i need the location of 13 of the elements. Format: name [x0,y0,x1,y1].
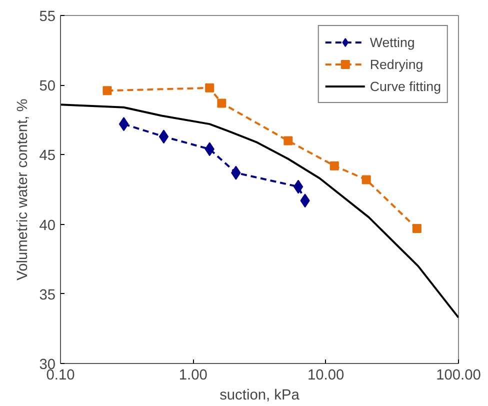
y-tick-label: 35 [39,287,56,304]
legend-label: Curve fitting [370,78,441,94]
legend-label: Redrying [370,56,424,72]
x-tick-label: 10.00 [307,368,344,384]
x-tick-label: 100.00 [436,368,481,384]
y-tick-label: 45 [39,148,56,164]
y-tick-label: 40 [39,218,56,234]
y-axis-title: Volumetric water content, % [15,98,32,280]
y-tick-label: 50 [39,78,56,95]
x-tick-label: 1.00 [178,368,208,384]
x-axis-title: suction, kPa [220,388,300,404]
legend-label: Wetting [370,34,415,50]
y-tick-label: 55 [39,9,56,25]
